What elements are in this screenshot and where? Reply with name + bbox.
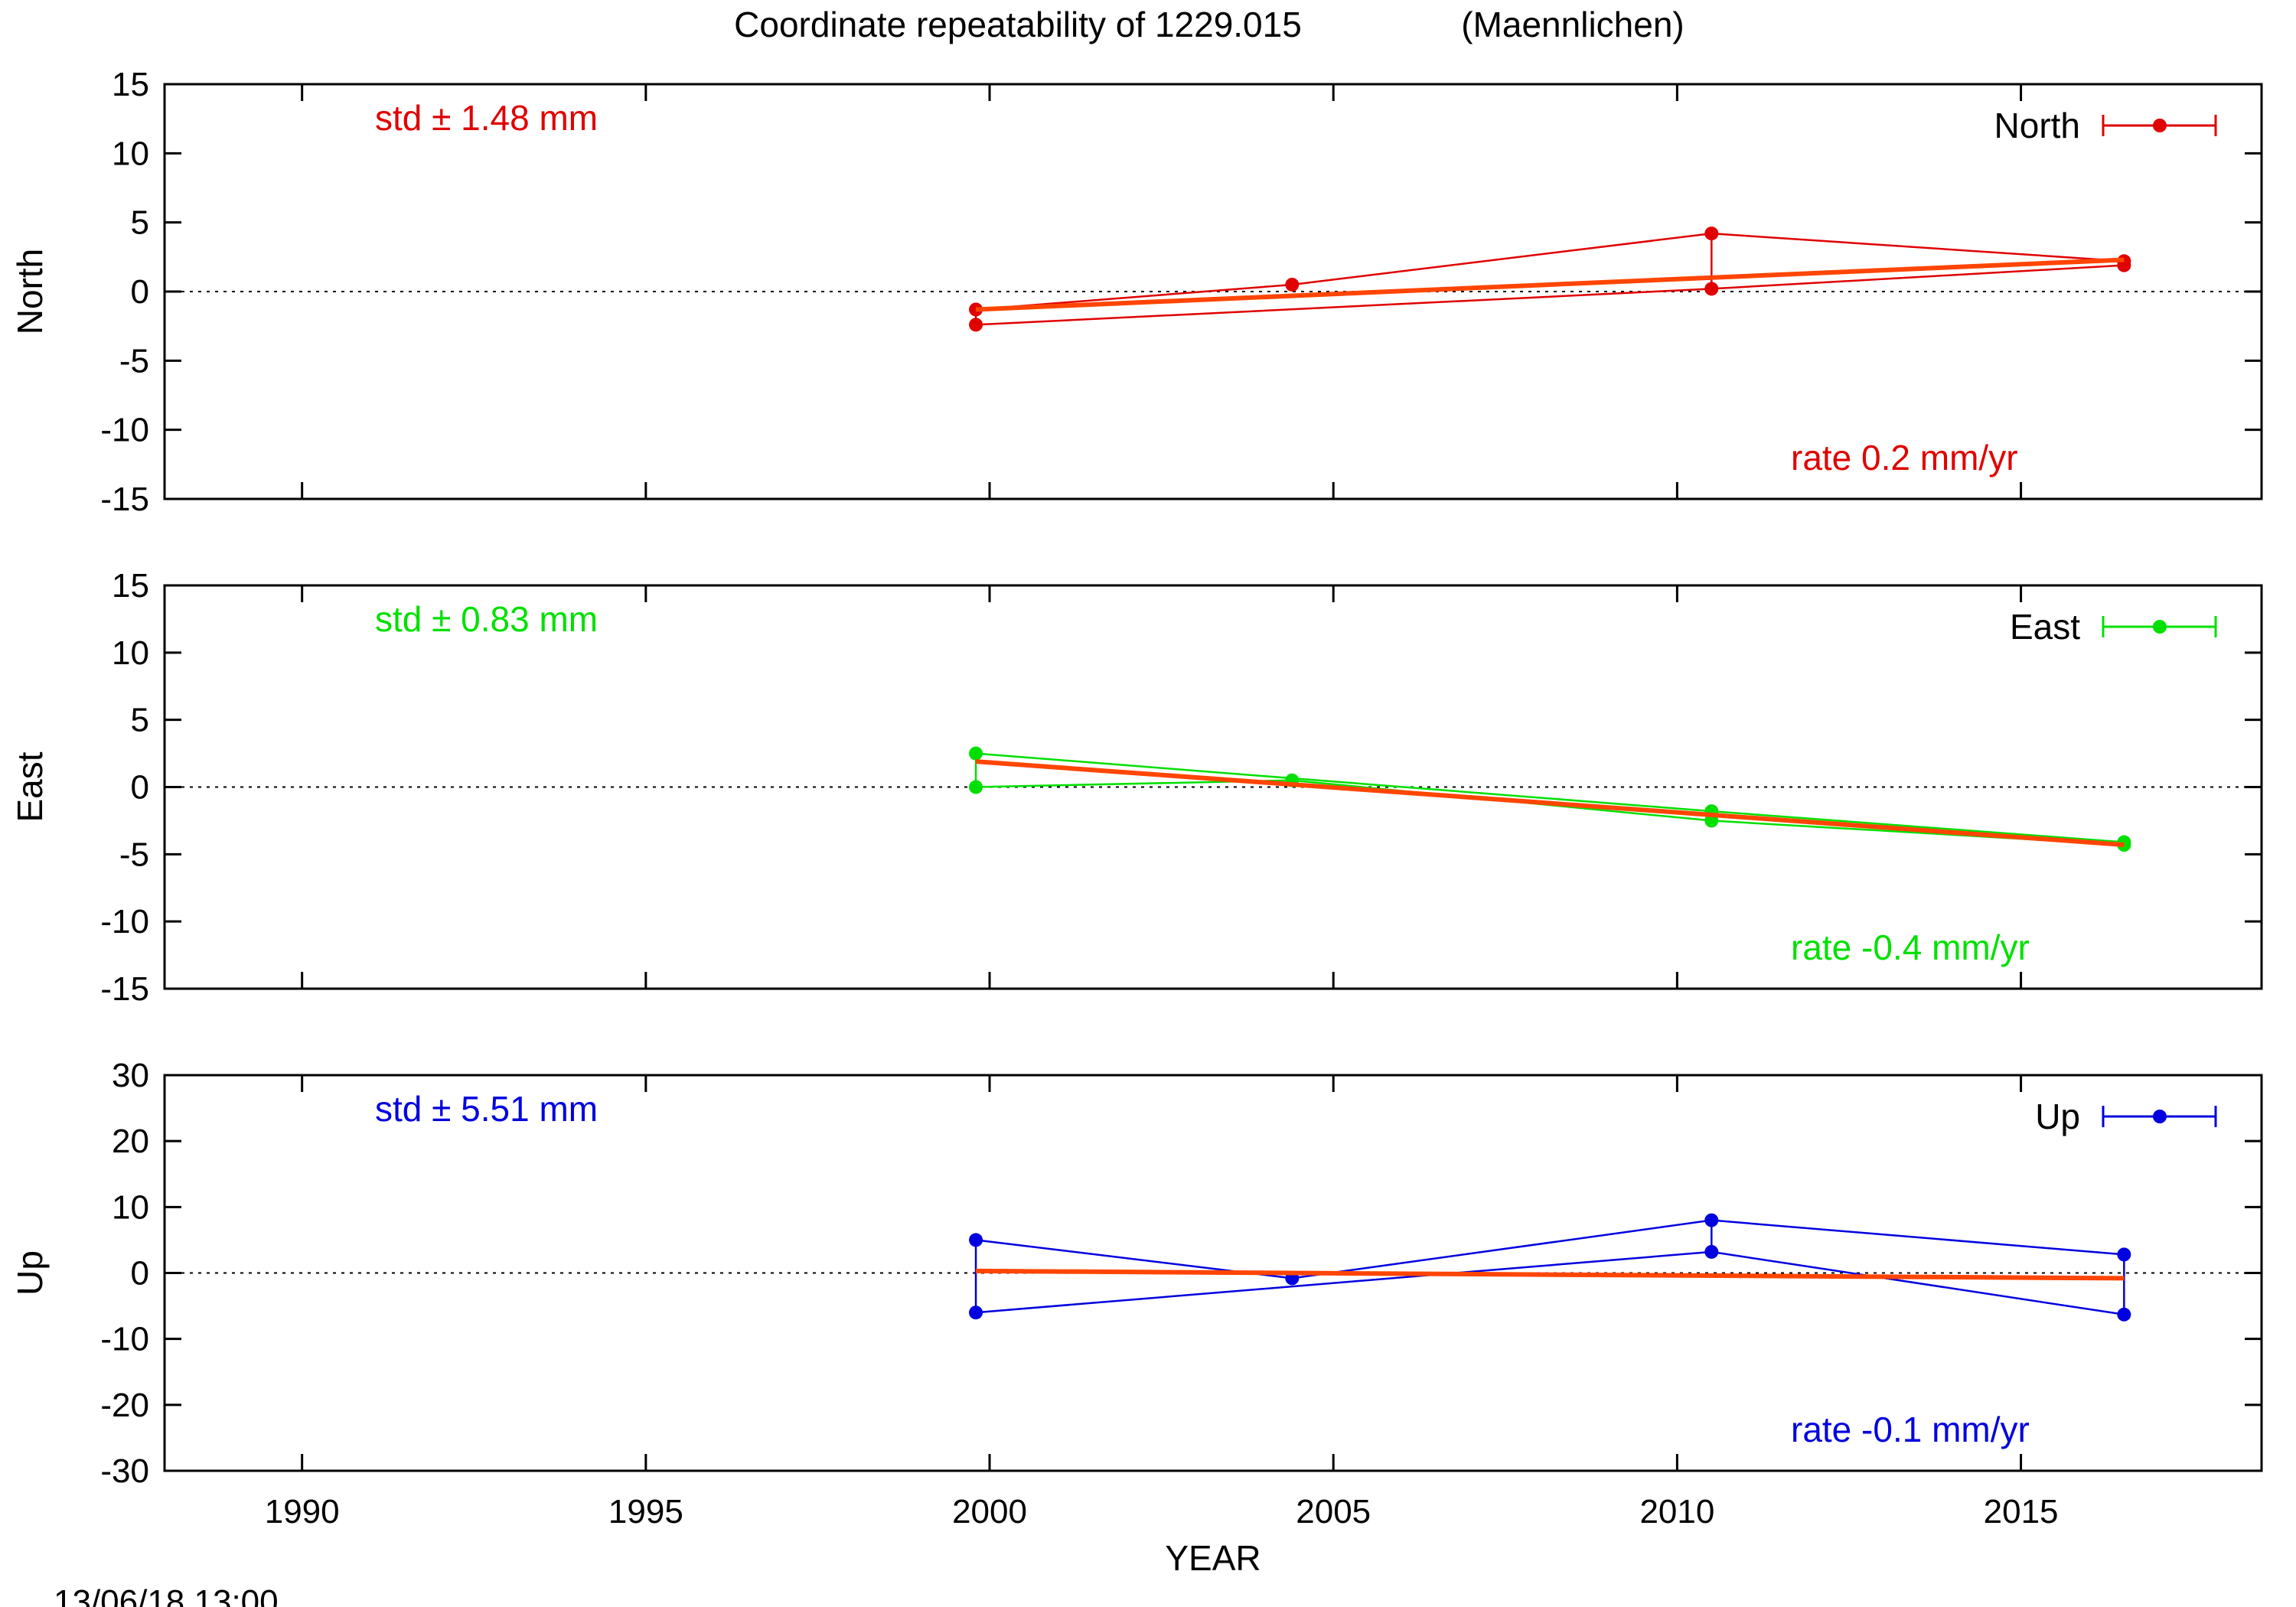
series-line-east-0 xyxy=(976,779,2125,846)
series-line-up-0 xyxy=(975,1219,2125,1279)
data-point-north xyxy=(1285,277,1300,292)
y-tick-label: 5 xyxy=(131,702,149,739)
y-tick-label: 15 xyxy=(112,567,149,605)
panel-east: 15 10 5 0 -5 -10 -15 East std ± 0.83 mm rate -0.4… xyxy=(10,567,2263,1008)
data-point-up xyxy=(969,1305,983,1320)
trend-line xyxy=(975,257,2125,312)
legend-label: Up xyxy=(2035,1097,2080,1136)
data-point-north xyxy=(969,318,983,332)
y-axis-title: East xyxy=(10,751,50,822)
x-tick-label: 2015 xyxy=(1984,1493,2059,1530)
legend-label: North xyxy=(1994,106,2080,145)
data-point-up xyxy=(2117,1247,2131,1262)
legend-marker xyxy=(2153,1110,2167,1123)
trend-line xyxy=(975,759,2125,848)
data-point-north xyxy=(1704,282,1719,296)
data-point-east xyxy=(2117,835,2131,849)
y-tick-label: -10 xyxy=(100,412,149,449)
legend-marker xyxy=(2153,620,2167,634)
y-tick-label: 0 xyxy=(131,769,149,807)
y-tick-label: -15 xyxy=(100,481,149,518)
series-line-north-1 xyxy=(976,264,2125,326)
y-tick-label: -5 xyxy=(119,836,149,873)
y-tick-label: 5 xyxy=(131,204,149,242)
data-point-east xyxy=(969,746,983,761)
x-tick-label: 2005 xyxy=(1296,1493,1371,1530)
y-tick-label: 30 xyxy=(112,1057,149,1094)
legend-marker xyxy=(2153,119,2167,132)
y-tick-label: 0 xyxy=(131,273,149,311)
y-tick-label: 10 xyxy=(112,634,149,672)
rate-annotation: rate -0.1 mm/yr xyxy=(1791,1410,2030,1449)
x-tick-label: 1990 xyxy=(265,1493,340,1530)
data-point-north xyxy=(1704,227,1719,241)
std-annotation: std ± 1.48 mm xyxy=(375,98,598,138)
data-point-up xyxy=(2117,1307,2131,1322)
data-point-up xyxy=(1704,1213,1719,1227)
x-tick-label: 2000 xyxy=(952,1493,1027,1530)
trend-line xyxy=(976,1268,2125,1281)
y-tick-label: 10 xyxy=(112,135,149,172)
std-annotation: std ± 5.51 mm xyxy=(375,1089,598,1129)
y-tick-label: -10 xyxy=(100,1321,149,1358)
y-tick-label: 10 xyxy=(112,1188,149,1226)
chart-title-site: (Maennlichen) xyxy=(1461,5,1684,44)
rate-annotation: rate 0.2 mm/yr xyxy=(1791,438,2018,478)
data-point-east xyxy=(969,780,983,794)
std-annotation: std ± 0.83 mm xyxy=(375,599,598,639)
y-tick-label: 15 xyxy=(112,66,149,103)
series-line-east-1 xyxy=(975,752,2125,843)
x-tick-label: 1995 xyxy=(608,1493,683,1530)
y-tick-label: -20 xyxy=(100,1387,149,1424)
y-axis-title: North xyxy=(10,249,50,334)
x-axis-title: YEAR xyxy=(1165,1538,1261,1578)
rate-annotation: rate -0.4 mm/yr xyxy=(1791,927,2030,967)
series-line-north-0 xyxy=(975,232,2125,311)
chart-title: Coordinate repeatability of 1229.015 xyxy=(734,5,1302,44)
y-tick-label: 0 xyxy=(131,1255,149,1292)
legend-label: East xyxy=(2010,607,2080,647)
data-point-up xyxy=(969,1233,983,1247)
x-tick-label: 2010 xyxy=(1639,1493,1714,1530)
y-axis-title: Up xyxy=(10,1250,50,1296)
data-point-up xyxy=(1704,1244,1719,1259)
y-tick-label: -5 xyxy=(119,342,149,380)
plot-area: 15 10 5 0 -5 -10 -15 North std ± 1.48 mm rate 0.2… xyxy=(10,66,2263,1530)
y-tick-label: 20 xyxy=(112,1123,149,1160)
panel-north: 15 10 5 0 -5 -10 -15 North std ± 1.48 mm rate 0.2… xyxy=(10,66,2263,518)
y-tick-label: -15 xyxy=(100,970,149,1008)
y-tick-label: -30 xyxy=(100,1452,149,1490)
timestamp: 13/06/18 13:00 xyxy=(54,1583,279,1607)
y-tick-label: -10 xyxy=(100,903,149,940)
